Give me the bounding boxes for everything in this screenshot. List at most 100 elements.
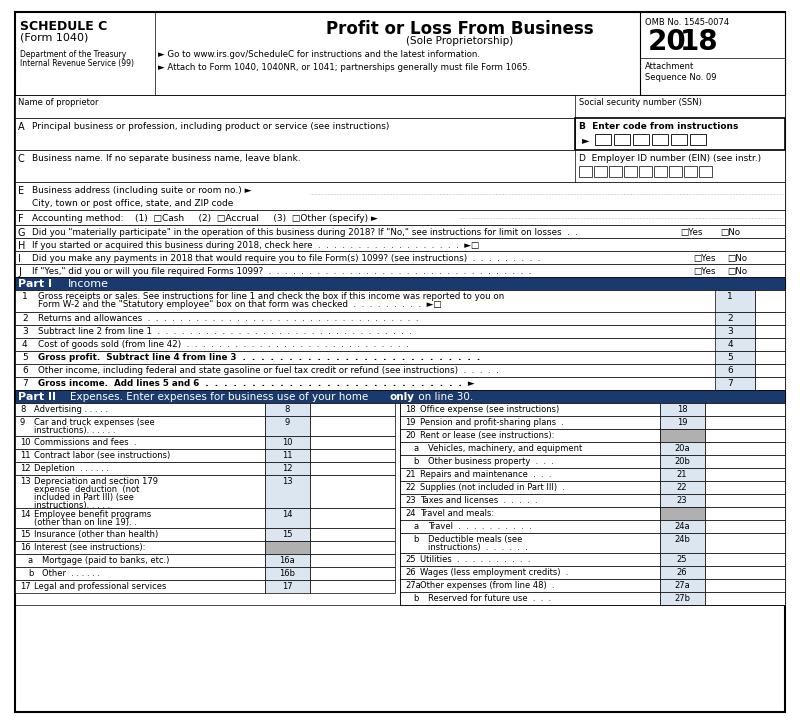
Text: 2: 2	[727, 314, 733, 323]
Bar	[15, 390, 785, 403]
Text: Car and truck expenses (see: Car and truck expenses (see	[34, 418, 154, 427]
Text: Depletion  . . . . . .: Depletion . . . . . .	[34, 464, 109, 473]
Text: Reserved for future use  .  .  .: Reserved for future use . . .	[428, 594, 551, 603]
Bar	[15, 351, 785, 364]
Text: G: G	[18, 228, 26, 238]
Bar	[705, 481, 785, 494]
Text: instructions)  .  .  .  .  .  .: instructions) . . . . . .	[428, 543, 528, 552]
Text: I: I	[18, 254, 21, 264]
Text: expense  deduction  (not: expense deduction (not	[34, 485, 139, 494]
Bar	[660, 520, 705, 533]
Text: D  Employer ID number (EIN) (see instr.): D Employer ID number (EIN) (see instr.)	[579, 154, 761, 163]
Text: 17: 17	[20, 582, 30, 591]
Text: 22: 22	[677, 483, 687, 492]
Bar	[660, 494, 705, 507]
Bar	[755, 364, 785, 377]
Text: 10: 10	[20, 438, 30, 447]
Bar	[690, 134, 706, 145]
Bar	[699, 166, 712, 177]
Text: Depreciation and section 179: Depreciation and section 179	[34, 477, 158, 486]
Text: 20b: 20b	[674, 457, 690, 466]
Bar	[15, 436, 265, 449]
Bar	[705, 553, 785, 566]
Text: E: E	[18, 186, 24, 196]
Bar	[660, 533, 705, 553]
Text: b: b	[413, 457, 418, 466]
Bar	[705, 429, 785, 442]
Bar	[660, 481, 705, 494]
Text: Department of the Treasury: Department of the Treasury	[20, 50, 126, 59]
Text: 25: 25	[677, 555, 687, 564]
Text: 19: 19	[405, 418, 415, 427]
Text: 7: 7	[727, 379, 733, 388]
Text: 20: 20	[405, 431, 415, 440]
Bar	[755, 377, 785, 390]
Text: Internal Revenue Service (99): Internal Revenue Service (99)	[20, 59, 134, 68]
Text: 24b: 24b	[674, 535, 690, 544]
Bar	[652, 134, 668, 145]
Text: (Form 1040): (Form 1040)	[20, 33, 88, 43]
Bar	[660, 579, 705, 592]
Bar	[660, 468, 705, 481]
Bar	[715, 338, 755, 351]
Text: 16: 16	[20, 543, 30, 552]
Bar	[400, 455, 660, 468]
Text: 14: 14	[282, 510, 292, 519]
Text: Deductible meals (see: Deductible meals (see	[428, 535, 522, 544]
Bar	[715, 364, 755, 377]
Bar	[400, 416, 660, 429]
Text: Other  . . . . . .: Other . . . . . .	[42, 569, 100, 578]
Bar	[15, 225, 785, 238]
Text: Income: Income	[68, 279, 109, 289]
Text: Travel  .  .  .  .  .  .  .  .  .  .: Travel . . . . . . . . . .	[428, 522, 532, 531]
Bar	[15, 567, 265, 580]
Text: 8: 8	[284, 405, 290, 414]
Text: Legal and professional services: Legal and professional services	[34, 582, 166, 591]
Text: J: J	[18, 267, 21, 277]
Bar	[669, 166, 682, 177]
Text: Gross receipts or sales. See instructions for line 1 and check the box if this i: Gross receipts or sales. See instruction…	[38, 292, 504, 301]
Bar	[660, 553, 705, 566]
Text: 7: 7	[22, 379, 28, 388]
Text: Rent or lease (see instructions):: Rent or lease (see instructions):	[420, 431, 554, 440]
Text: Pension and profit-sharing plans  .: Pension and profit-sharing plans .	[420, 418, 564, 427]
Text: 9: 9	[20, 418, 26, 427]
Text: 3: 3	[727, 327, 733, 336]
Text: 24a: 24a	[674, 522, 690, 531]
Bar	[265, 567, 310, 580]
Bar	[310, 449, 395, 462]
Text: 15: 15	[282, 530, 292, 539]
Text: Other income, including federal and state gasoline or fuel tax credit or refund : Other income, including federal and stat…	[38, 366, 498, 375]
Bar	[660, 455, 705, 468]
Text: Name of proprietor: Name of proprietor	[18, 98, 98, 107]
Bar	[15, 290, 785, 312]
Text: Office expense (see instructions): Office expense (see instructions)	[420, 405, 559, 414]
Text: 5: 5	[22, 353, 28, 362]
Bar	[639, 166, 652, 177]
Bar	[15, 338, 785, 351]
Bar	[400, 579, 660, 592]
Bar	[400, 403, 660, 416]
Text: If "Yes," did you or will you file required Forms 1099?  .  .  .  .  .  .  .  . : If "Yes," did you or will you file requi…	[32, 267, 531, 276]
Text: Mortgage (paid to banks, etc.): Mortgage (paid to banks, etc.)	[42, 556, 170, 565]
Text: □No: □No	[727, 254, 747, 263]
Bar	[705, 468, 785, 481]
Bar	[400, 507, 660, 520]
Bar	[15, 416, 265, 436]
Text: 24: 24	[405, 509, 415, 518]
Text: 25: 25	[405, 555, 415, 564]
Text: □No: □No	[727, 267, 747, 276]
Text: Principal business or profession, including product or service (see instructions: Principal business or profession, includ…	[32, 122, 390, 131]
Bar	[715, 312, 755, 325]
Text: 16b: 16b	[279, 569, 295, 578]
Text: Taxes and licenses  .  .  .  .  .: Taxes and licenses . . . . .	[420, 496, 538, 505]
Bar	[660, 507, 705, 520]
Text: Business name. If no separate business name, leave blank.: Business name. If no separate business n…	[32, 154, 301, 163]
Text: 9: 9	[284, 418, 290, 427]
Bar	[660, 429, 705, 442]
Bar	[705, 579, 785, 592]
Bar	[15, 475, 265, 508]
Text: instructions). . . . .: instructions). . . . .	[34, 501, 110, 510]
Bar	[400, 566, 660, 579]
Text: a: a	[413, 444, 418, 453]
